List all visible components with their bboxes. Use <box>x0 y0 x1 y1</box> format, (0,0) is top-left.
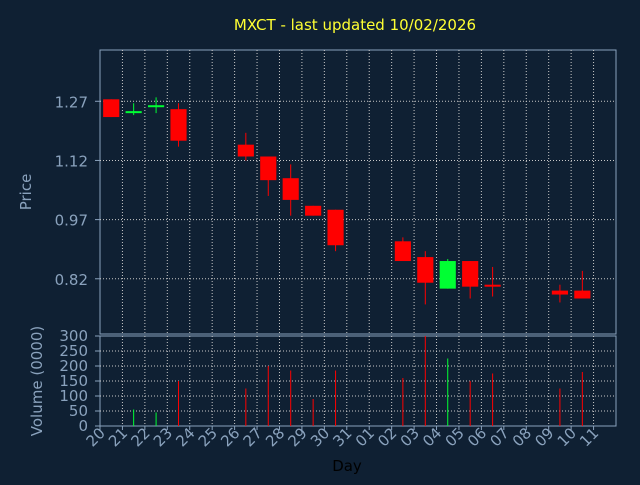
volume-tick-label: 200 <box>59 357 88 375</box>
candle-body <box>148 105 165 108</box>
x-axis-label: Day <box>332 457 362 475</box>
candle-body <box>305 205 322 216</box>
x-tick-label: 11 <box>576 424 602 450</box>
candle-body <box>462 261 479 287</box>
price-panel-frame <box>99 49 617 335</box>
candle-body <box>282 178 299 200</box>
price-tick-label: 0.97 <box>55 212 88 230</box>
candle-body <box>484 284 501 287</box>
volume-tick-label: 300 <box>59 327 88 345</box>
candle-body <box>327 209 344 246</box>
candle-body <box>439 261 456 289</box>
candle-body <box>417 257 434 283</box>
candle-body <box>170 109 187 141</box>
candle-body <box>237 144 254 157</box>
volume-tick-label: 100 <box>59 387 88 405</box>
chart-title: MXCT - last updated 10/02/2026 <box>234 16 476 34</box>
price-tick-label: 0.82 <box>55 271 88 289</box>
candle-body <box>551 290 568 295</box>
candle-body <box>574 290 591 299</box>
volume-tick-label: 0 <box>78 417 88 435</box>
volume-axis-label: Volume (0000) <box>28 326 46 436</box>
candle-body <box>103 99 120 118</box>
volume-tick-label: 50 <box>69 402 88 420</box>
candle-body <box>394 241 411 262</box>
price-tick-label: 1.27 <box>55 93 88 111</box>
price-tick-label: 1.12 <box>55 152 88 170</box>
volume-tick-label: 250 <box>59 342 88 360</box>
volume-tick-label: 150 <box>59 372 88 390</box>
price-axis-label: Price <box>17 174 35 211</box>
candle-body <box>260 156 277 181</box>
candle-body <box>125 111 142 114</box>
